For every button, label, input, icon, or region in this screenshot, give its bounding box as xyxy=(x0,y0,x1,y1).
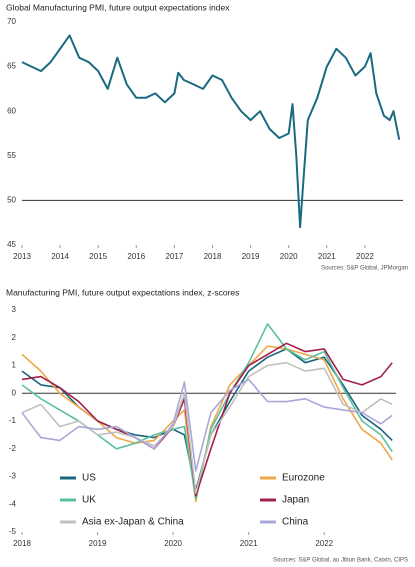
series-line xyxy=(21,323,393,500)
x-tick-label: 2020 xyxy=(164,539,182,548)
chart-title: Global Manufacturing PMI, future output … xyxy=(6,2,230,12)
x-tick-label: 2013 xyxy=(13,252,31,261)
y-tick-label: 70 xyxy=(7,17,16,26)
legend-label: Eurozone xyxy=(282,473,325,484)
x-tick-label: 2022 xyxy=(315,539,333,548)
legend-label: UK xyxy=(82,495,96,506)
x-tick-label: 2019 xyxy=(242,252,260,261)
x-tick-label: 2017 xyxy=(166,252,184,261)
y-tick-label: -2 xyxy=(9,444,17,453)
x-tick-label: 2022 xyxy=(356,252,374,261)
x-tick-label: 2019 xyxy=(89,539,107,548)
y-tick-label: 55 xyxy=(7,151,16,160)
source: Sources: S&P Global, au Jibun Bank, Caix… xyxy=(273,558,408,564)
legend-label: Japan xyxy=(282,495,309,506)
y-tick-label: 50 xyxy=(7,196,16,205)
y-tick-label: -3 xyxy=(9,472,17,481)
y-tick-label: 60 xyxy=(7,106,16,115)
y-tick-label: -4 xyxy=(9,499,17,508)
chart-title: Manufacturing PMI, future output expecta… xyxy=(6,287,239,297)
y-tick-label: -1 xyxy=(9,416,17,425)
y-tick-label: 1 xyxy=(12,361,17,370)
y-tick-label: 3 xyxy=(12,305,17,314)
source: Sources: S&P Global, JPMorgan xyxy=(321,266,408,272)
legend-label: Asia ex-Japan & China xyxy=(82,517,184,528)
series-line xyxy=(21,378,393,472)
x-tick-label: 2018 xyxy=(13,539,31,548)
series-line xyxy=(21,34,401,229)
legend-label: China xyxy=(282,517,309,528)
y-tick-label: -5 xyxy=(9,527,17,536)
x-tick-label: 2016 xyxy=(127,252,145,261)
x-tick-label: 2021 xyxy=(240,539,258,548)
legend-label: US xyxy=(82,473,96,484)
x-tick-label: 2021 xyxy=(318,252,336,261)
x-tick-label: 2018 xyxy=(204,252,222,261)
y-tick-label: 65 xyxy=(7,62,16,71)
y-tick-label: 0 xyxy=(12,388,17,397)
x-tick-label: 2015 xyxy=(89,252,107,261)
y-tick-label: 45 xyxy=(7,240,16,249)
x-tick-label: 2014 xyxy=(51,252,69,261)
y-tick-label: 2 xyxy=(12,333,17,342)
x-tick-label: 2020 xyxy=(280,252,298,261)
series-line xyxy=(21,342,393,497)
